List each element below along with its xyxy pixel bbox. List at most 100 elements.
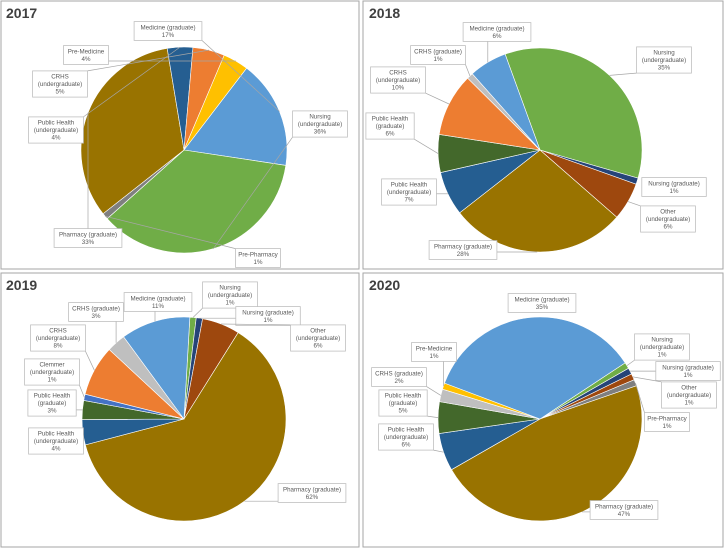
- data-label-value: 1%: [670, 188, 679, 195]
- data-label-other-undergraduate: Other(undergraduate)1%: [661, 381, 717, 409]
- pie-slices: [437, 47, 643, 253]
- leader-line-pre-pharmacy: [105, 215, 236, 249]
- data-label-category: CRHS (graduate): [414, 48, 462, 55]
- data-label-crhs-undergraduate: CRHS(undergraduate)8%: [30, 324, 86, 352]
- data-label-value: 3%: [92, 313, 101, 320]
- data-label-nursing-undergraduate: Nursing(undergraduate)36%: [292, 110, 348, 138]
- data-label-value: 1%: [658, 352, 667, 359]
- data-label-value: 6%: [664, 224, 673, 231]
- data-label-box: [428, 240, 498, 260]
- data-label-public-health-undergraduate: Public Health(undergraduate)4%: [28, 427, 84, 455]
- data-label-category: Pre-Pharmacy: [647, 415, 687, 422]
- data-label-box: [63, 45, 109, 65]
- data-label-box: [655, 361, 721, 381]
- pie-slices: [80, 46, 288, 254]
- pie-labels: Nursing(undergraduate)35% Nursing (gradua…: [365, 22, 707, 260]
- data-label-medicine-graduate: Medicine (graduate)6%: [462, 22, 532, 42]
- data-label-box: [589, 500, 659, 520]
- data-label-box: [27, 389, 77, 417]
- data-label-value: 1%: [685, 400, 694, 407]
- data-label-box: [507, 293, 577, 313]
- data-label-category: (undergraduate): [642, 57, 686, 64]
- data-label-value: 7%: [405, 197, 414, 204]
- data-label-category: Pharmacy (graduate): [59, 231, 117, 238]
- data-label-crhs-undergraduate: CRHS(undergraduate)10%: [370, 66, 426, 94]
- data-label-medicine-graduate: Medicine (graduate)17%: [133, 21, 203, 41]
- data-label-box: [378, 423, 434, 451]
- pie-slice-medicine-graduate: [471, 53, 541, 151]
- data-label-crhs-graduate: CRHS (graduate)1%: [410, 45, 466, 65]
- data-label-category: Other: [660, 209, 675, 216]
- data-label-category: (graduate): [389, 400, 418, 407]
- data-label-value: 1%: [430, 353, 439, 360]
- data-label-category: Nursing (graduate): [648, 180, 700, 187]
- data-label-box: [235, 306, 301, 326]
- panel-2020: 2020 Nursing(undergraduate)1%Nursing (gr…: [362, 272, 724, 548]
- data-label-value: 33%: [82, 239, 95, 246]
- data-label-category: (undergraduate): [208, 292, 252, 299]
- data-label-value: 5%: [399, 408, 408, 415]
- data-label-other-undergraduate: Other(undergraduate)6%: [640, 205, 696, 233]
- data-label-public-health-undergraduate: Public Health(undergraduate)6%: [378, 423, 434, 451]
- data-label-category: (graduate): [376, 123, 405, 130]
- data-label-value: 3%: [48, 408, 57, 415]
- data-label-category: Nursing (graduate): [662, 364, 714, 371]
- data-label-nursing-undergraduate: Nursing(undergraduate)1%: [634, 333, 690, 361]
- data-label-crhs-undergraduate: CRHS(undergraduate)5%: [32, 70, 88, 98]
- data-label-public-health-graduate: Public Health(graduate)5%: [378, 389, 428, 417]
- data-label-box: [410, 45, 466, 65]
- data-label-value: 1%: [663, 423, 672, 430]
- data-label-category: (undergraduate): [384, 434, 428, 441]
- data-label-other-undergraduate: Other(undergraduate)6%: [290, 324, 346, 352]
- data-label-value: 4%: [82, 56, 91, 63]
- leader-line-nursing-undergraduate: [626, 359, 635, 366]
- data-label-box: [133, 21, 203, 41]
- data-label-box: [123, 292, 193, 312]
- data-label-box: [641, 177, 707, 197]
- pie-labels: Medicine (graduate)17% Nursing(undergradu…: [28, 21, 348, 268]
- data-label-category: Nursing: [651, 337, 673, 344]
- data-label-value: 28%: [457, 251, 470, 258]
- leader-line-crhs-undergraduate: [425, 92, 450, 105]
- data-label-box: [636, 46, 692, 74]
- data-label-category: (undergraduate): [376, 77, 420, 84]
- data-label-box: [30, 324, 86, 352]
- panel-2018: 2018 Nursing(undergraduate)35%Nursing (g…: [362, 0, 724, 270]
- leader-line-crhs-graduate: [465, 64, 471, 77]
- data-label-category: Public Health: [388, 427, 425, 434]
- data-label-medicine-graduate: Medicine (graduate)35%: [507, 293, 577, 313]
- chart-title-2019: 2019: [6, 277, 37, 293]
- data-label-category: Pharmacy (graduate): [283, 486, 341, 493]
- data-label-box: [290, 324, 346, 352]
- data-label-value: 6%: [314, 343, 323, 350]
- data-label-box: [370, 66, 426, 94]
- leader-line-nursing-undergraduate: [192, 307, 203, 318]
- data-label-category: Nursing: [219, 285, 241, 292]
- data-label-category: Medicine (graduate): [469, 25, 524, 32]
- leader-line-public-health-undergraduate: [83, 46, 181, 118]
- leader-line-public-health-graduate: [413, 138, 439, 154]
- data-label-value: 1%: [684, 372, 693, 379]
- leader-line-nursing-undergraduate: [213, 136, 293, 249]
- data-label-box: [634, 333, 690, 361]
- data-label-category: Public Health: [385, 393, 422, 400]
- data-label-category: (undergraduate): [34, 127, 78, 134]
- data-label-public-health-undergraduate: Public Health(undergraduate)7%: [381, 178, 437, 206]
- data-label-nursing-graduate: Nursing (graduate)1%: [235, 306, 301, 326]
- leader-line-nursing-undergraduate: [609, 72, 637, 76]
- data-label-crhs-graduate: CRHS (graduate)3%: [68, 302, 124, 322]
- data-label-pharmacy-graduate: Pharmacy (graduate)47%: [589, 500, 659, 520]
- data-label-value: 1%: [264, 317, 273, 324]
- chart-title-2017: 2017: [6, 5, 37, 21]
- data-label-medicine-graduate: Medicine (graduate)11%: [123, 292, 193, 312]
- data-label-value: 62%: [306, 494, 319, 501]
- data-label-value: 8%: [54, 343, 63, 350]
- data-label-nursing-undergraduate: Nursing(undergraduate)35%: [636, 46, 692, 74]
- data-label-category: (undergraduate): [640, 344, 684, 351]
- data-label-category: Public Health: [391, 182, 428, 189]
- data-label-box: [235, 248, 281, 268]
- data-label-box: [24, 358, 80, 386]
